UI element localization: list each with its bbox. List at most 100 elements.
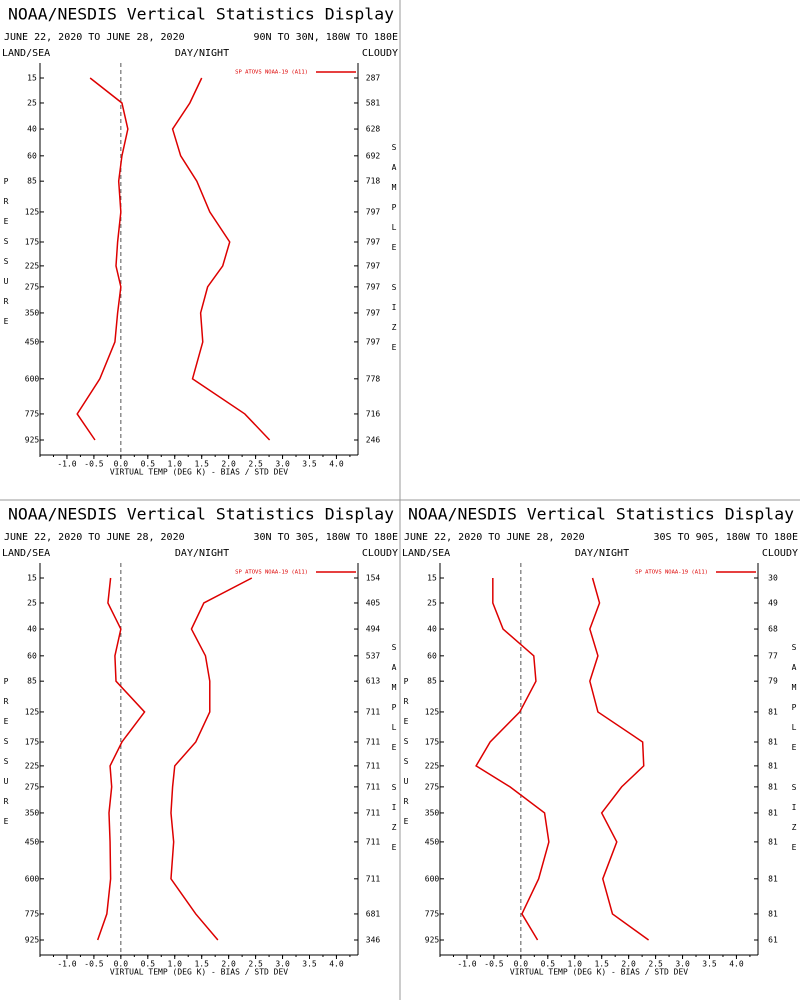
- series-line: [589, 577, 650, 941]
- day-night-label: DAY/NIGHT: [575, 548, 629, 559]
- pressure-label: 275: [25, 282, 40, 291]
- sample-size: 681: [366, 909, 381, 918]
- sample-size: 81: [768, 808, 778, 817]
- sample-size: 405: [366, 598, 381, 607]
- sample-size: 81: [768, 737, 778, 746]
- sample-size: 68: [768, 625, 778, 634]
- x-tick-label: 0.5: [141, 960, 156, 969]
- pressure-label: 125: [25, 707, 40, 716]
- pressure-label: 25: [27, 98, 37, 107]
- pressure-label: 450: [25, 337, 40, 346]
- pressure-label: 275: [25, 782, 40, 791]
- date-range: JUNE 22, 2020 TO JUNE 28, 2020: [404, 532, 585, 543]
- sample-size: 716: [366, 409, 381, 418]
- sample-size: 537: [366, 651, 381, 660]
- sample-size: 797: [366, 261, 381, 270]
- x-tick-label: 2.5: [248, 460, 263, 469]
- series-line: [475, 578, 550, 941]
- y-axis-label: PRESSURE: [402, 677, 411, 837]
- sample-size: 494: [366, 625, 381, 634]
- pressure-label: 600: [25, 374, 40, 383]
- series-line: [96, 577, 146, 941]
- sample-size: 692: [366, 151, 381, 160]
- sample-size: 711: [366, 782, 381, 791]
- land-sea-label: LAND/SEA: [2, 48, 50, 59]
- panel: NOAA/NESDIS Vertical Statistics Display J…: [2, 505, 399, 977]
- x-tick-label: 2.0: [621, 960, 636, 969]
- sample-size: 79: [768, 677, 778, 686]
- sample-size: 711: [366, 707, 381, 716]
- title: NOAA/NESDIS Vertical Statistics Display: [8, 5, 394, 24]
- x-tick-label: 0.5: [541, 960, 556, 969]
- pressure-label: 85: [27, 677, 37, 686]
- pressure-label: 350: [425, 808, 440, 817]
- series-line: [76, 77, 129, 441]
- day-night-label: DAY/NIGHT: [175, 48, 229, 59]
- pressure-label: 225: [25, 761, 40, 770]
- y2-axis-label: SAMPLE SIZE: [790, 643, 799, 863]
- pressure-label: 25: [27, 598, 37, 607]
- pressure-label: 175: [425, 737, 440, 746]
- x-tick-label: -1.0: [457, 960, 476, 969]
- sample-size: 581: [366, 98, 381, 107]
- region: 30S TO 90S, 180W TO 180E: [654, 532, 799, 543]
- legend-label: SP ATOVS NOAA-19 (A11): [635, 570, 708, 576]
- x-axis-label: VIRTUAL TEMP (DEG K) - BIAS / STD DEV: [510, 968, 688, 977]
- pressure-label: 600: [25, 874, 40, 883]
- sample-size: 81: [768, 761, 778, 770]
- title: NOAA/NESDIS Vertical Statistics Display: [8, 505, 394, 524]
- pressure-label: 15: [27, 574, 37, 583]
- pressure-label: 225: [425, 761, 440, 770]
- pressure-label: 175: [25, 237, 40, 246]
- cloudy-label: CLOUDY: [362, 48, 398, 59]
- x-tick-label: -0.5: [84, 460, 103, 469]
- x-tick-label: 2.0: [221, 460, 236, 469]
- sample-size: 797: [366, 282, 381, 291]
- x-tick-label: 1.5: [194, 960, 209, 969]
- x-tick-label: 4.0: [329, 460, 344, 469]
- pressure-label: 925: [25, 436, 40, 445]
- sample-size: 81: [768, 837, 778, 846]
- sample-size: 778: [366, 374, 381, 383]
- pressure-label: 125: [25, 207, 40, 216]
- land-sea-label: LAND/SEA: [2, 548, 50, 559]
- x-axis-label: VIRTUAL TEMP (DEG K) - BIAS / STD DEV: [110, 968, 288, 977]
- sample-size: 711: [366, 837, 381, 846]
- day-night-label: DAY/NIGHT: [175, 548, 229, 559]
- x-tick-label: -0.5: [484, 960, 503, 969]
- x-tick-label: 4.0: [729, 960, 744, 969]
- pressure-label: 85: [427, 677, 437, 686]
- x-tick-label: 2.0: [221, 960, 236, 969]
- pressure-label: 450: [425, 837, 440, 846]
- pressure-label: 60: [427, 651, 437, 660]
- x-tick-label: 1.5: [194, 460, 209, 469]
- region: 30N TO 30S, 180W TO 180E: [254, 532, 399, 543]
- series-line: [170, 577, 253, 941]
- title: NOAA/NESDIS Vertical Statistics Display: [408, 505, 794, 524]
- sample-size: 628: [366, 125, 381, 134]
- panel: NOAA/NESDIS Vertical Statistics Display J…: [402, 505, 799, 977]
- sample-size: 797: [366, 237, 381, 246]
- x-tick-label: -1.0: [57, 460, 76, 469]
- x-tick-label: 3.0: [275, 460, 290, 469]
- x-tick-label: 1.0: [168, 960, 183, 969]
- pressure-label: 40: [27, 125, 37, 134]
- pressure-label: 15: [27, 74, 37, 83]
- pressure-label: 175: [25, 737, 40, 746]
- sample-size: 613: [366, 677, 381, 686]
- x-axis-label: VIRTUAL TEMP (DEG K) - BIAS / STD DEV: [110, 468, 288, 477]
- x-tick-label: 0.0: [114, 960, 129, 969]
- x-tick-label: 2.5: [248, 960, 263, 969]
- sample-size: 61: [768, 936, 778, 945]
- sample-size: 797: [366, 207, 381, 216]
- pressure-label: 350: [25, 308, 40, 317]
- pressure-label: 60: [27, 151, 37, 160]
- cloudy-label: CLOUDY: [762, 548, 798, 559]
- x-tick-label: 4.0: [329, 960, 344, 969]
- x-tick-label: 3.0: [675, 960, 690, 969]
- x-tick-label: 1.0: [168, 460, 183, 469]
- sample-size: 346: [366, 936, 381, 945]
- x-tick-label: 3.5: [302, 460, 317, 469]
- land-sea-label: LAND/SEA: [402, 548, 450, 559]
